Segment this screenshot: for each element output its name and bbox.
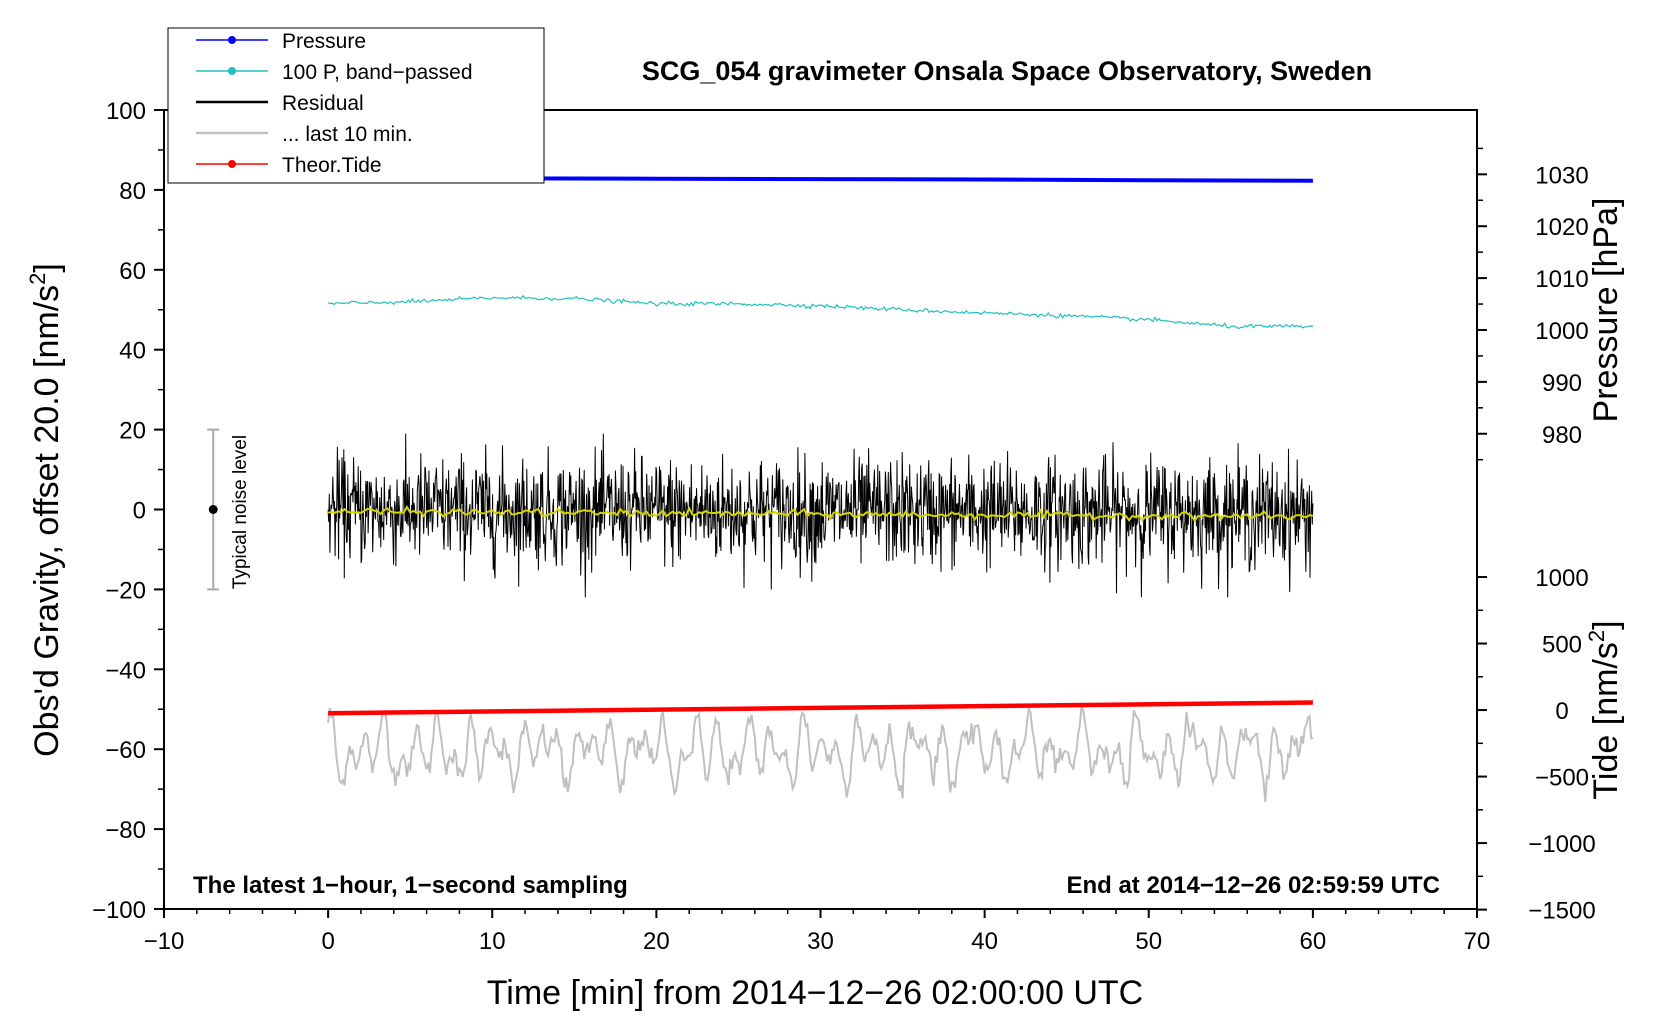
y-axis-title-left: Obs'd Gravity, offset 20.0 [nm/s2] <box>25 263 66 757</box>
x-axis-title: Time [min] from 2014−12−26 02:00:00 UTC <box>487 974 1143 1012</box>
y-tick-label: 40 <box>119 338 146 365</box>
series-pressure-bandpassed-line <box>327 294 1314 330</box>
legend-label: Theor.Tide <box>282 154 382 177</box>
series-last-10-min-line <box>327 702 1314 803</box>
y-axis-title-left-sup: 2 <box>25 273 50 285</box>
y-tick-label: 80 <box>119 178 146 205</box>
x-tick-label: 30 <box>807 928 834 955</box>
y-tick-label: −40 <box>105 657 146 684</box>
legend-swatch-marker <box>228 160 236 168</box>
y-axis-title-tide-close: ] <box>1587 620 1625 629</box>
y-tick-label: 20 <box>119 418 146 445</box>
tide-tick-label: −1500 <box>1528 898 1595 925</box>
pressure-tick-label: 1000 <box>1535 318 1588 345</box>
noise-bar: Typical noise level <box>207 428 251 591</box>
x-tick-label: 20 <box>643 928 670 955</box>
tide-tick-label: 1000 <box>1535 565 1588 592</box>
y-tick-label: −60 <box>105 737 146 764</box>
noise-label: Typical noise level <box>230 435 251 589</box>
pressure-tick-label: 1030 <box>1535 162 1588 189</box>
y-axis-title-pressure: Pressure [hPa] <box>1587 198 1625 423</box>
x-tick-label: 70 <box>1464 928 1491 955</box>
x-tick-label: 10 <box>479 928 506 955</box>
y-tick-label: 100 <box>106 98 146 125</box>
legend-label: Pressure <box>282 30 366 53</box>
y-axis-title-tide-main: Tide [nm/s <box>1587 642 1625 799</box>
y-tick-label: −80 <box>105 817 146 844</box>
y-tick-label: −20 <box>105 577 146 604</box>
y-axis-title-left-close: ] <box>28 263 66 272</box>
x-tick-label: 50 <box>1135 928 1162 955</box>
pressure-tick-label: 1010 <box>1535 266 1588 293</box>
series-residual-smoothed-line <box>327 505 1314 523</box>
x-tick-label: 0 <box>321 928 334 955</box>
x-tick-label: 40 <box>971 928 998 955</box>
legend-items: Pressure 100 P, band−passed Residual ... la… <box>196 30 473 177</box>
series-layer <box>327 176 1314 803</box>
pressure-tick-label: 980 <box>1542 422 1582 449</box>
y-tick-label: 60 <box>119 258 146 285</box>
x-tick-label: −10 <box>144 928 185 955</box>
series-tide-line <box>328 700 1313 716</box>
legend-box <box>167 27 545 184</box>
tide-tick-label: 500 <box>1542 632 1582 659</box>
noise-bar-point <box>208 505 218 514</box>
legend-label: ... last 10 min. <box>282 123 413 146</box>
y-tick-label: 0 <box>133 498 146 525</box>
x-tick-label: 60 <box>1300 928 1327 955</box>
pressure-tick-label: 990 <box>1542 370 1582 397</box>
annotation-left: The latest 1−hour, 1−second sampling <box>193 872 628 899</box>
y-axis-title-tide: Tide [nm/s2] <box>1584 620 1625 799</box>
legend: Pressure 100 P, band−passed Residual ... la… <box>167 27 545 184</box>
chart-title: SCG_054 gravimeter Onsala Space Observat… <box>642 56 1372 86</box>
y-tick-label: −100 <box>92 897 146 924</box>
legend-swatch-marker <box>228 36 236 44</box>
legend-label: Residual <box>282 92 364 115</box>
tide-tick-label: −1000 <box>1528 831 1595 858</box>
legend-label: 100 P, band−passed <box>282 61 473 84</box>
tick-layer: −10 0 10 20 30 40 50 60 70−100−80−60−40−20020406… <box>92 98 1596 955</box>
annotation-right: End at 2014−12−26 02:59:59 UTC <box>1066 872 1440 899</box>
y-axis-title-left-main: Obs'd Gravity, offset 20.0 [nm/s <box>28 285 66 757</box>
y-axis-title-tide-sup: 2 <box>1584 630 1609 642</box>
tide-tick-label: 0 <box>1555 698 1568 725</box>
tide-tick-label: −500 <box>1535 765 1589 792</box>
legend-swatch-marker <box>228 67 236 75</box>
pressure-tick-label: 1020 <box>1535 214 1588 241</box>
series-residual-line <box>327 433 1314 598</box>
